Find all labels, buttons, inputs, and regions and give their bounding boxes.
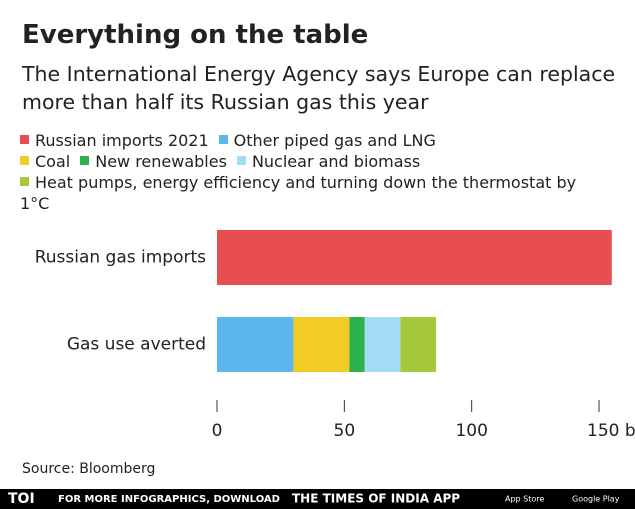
- legend-item: Coal: [20, 152, 70, 171]
- legend-label: Russian imports 2021: [35, 131, 209, 150]
- y-tick-label: Russian gas imports: [35, 248, 206, 268]
- chart-title: Everything on the table: [22, 20, 369, 50]
- bar-segment: [217, 230, 612, 285]
- legend-item: Nuclear and biomass: [236, 152, 421, 171]
- bar-segment: [293, 317, 350, 372]
- bar-segment: [349, 317, 365, 372]
- x-tick-label: 0: [212, 421, 223, 441]
- legend-swatch: [20, 135, 29, 144]
- legend-item: New renewables: [80, 152, 227, 171]
- legend-item: Other piped gas and LNG: [218, 131, 436, 150]
- legend-item: Heat pumps, energy efficiency and turnin…: [20, 173, 576, 213]
- legend-swatch: [80, 156, 90, 165]
- legend-swatch: [236, 156, 246, 165]
- footer-bar: [0, 489, 635, 509]
- legend: Russian imports 2021 Other piped gas and …: [20, 130, 620, 214]
- legend-label: Heat pumps, energy efficiency and turnin…: [20, 173, 577, 213]
- legend-label: Coal: [35, 152, 71, 171]
- footer-store[interactable]: Google Play: [572, 495, 620, 504]
- x-tick-label: 100: [455, 421, 487, 441]
- x-tick-label: 150 bcm: [587, 421, 635, 441]
- legend-label: Other piped gas and LNG: [233, 131, 436, 150]
- bar-segment: [400, 317, 437, 372]
- footer-store[interactable]: App Store: [505, 495, 544, 504]
- bar-segment: [217, 317, 294, 372]
- source: Source: Bloomberg: [22, 461, 155, 477]
- legend-swatch: [218, 135, 228, 144]
- footer-text: FOR MORE INFOGRAPHICS, DOWNLOAD: [58, 494, 280, 505]
- legend-label: Nuclear and biomass: [251, 152, 421, 171]
- x-tick-label: 50: [334, 421, 356, 441]
- footer-app: THE TIMES OF INDIA APP: [292, 492, 460, 506]
- legend-swatch: [20, 177, 29, 186]
- legend-label: New renewables: [95, 152, 227, 171]
- chart-subtitle: The International Energy Agency says Eur…: [22, 62, 616, 114]
- legend-item: Russian imports 2021: [20, 131, 209, 150]
- legend-swatch: [20, 156, 29, 165]
- y-tick-label: Gas use averted: [67, 335, 206, 355]
- bar-segment: [364, 317, 401, 372]
- footer-brand: TOI: [8, 491, 35, 507]
